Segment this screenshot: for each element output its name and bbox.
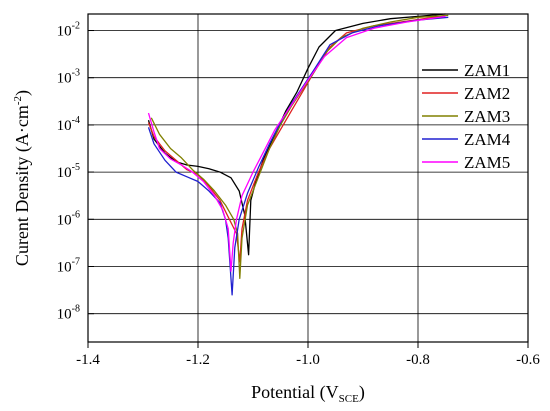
legend-label: ZAM2 (464, 84, 510, 103)
series-line-zam2 (147, 14, 446, 263)
x-tick-label: -1.2 (186, 352, 210, 368)
legend-label: ZAM3 (464, 107, 510, 126)
series-line-zam1 (147, 13, 446, 256)
series-layer (147, 13, 449, 296)
series-line-zam3 (150, 14, 449, 279)
series-line-zam5 (147, 15, 446, 272)
y-tick-label: 10-8 (57, 304, 80, 323)
y-tick-label: 10-4 (57, 115, 80, 134)
legend: ZAM1 ZAM2 ZAM3 ZAM4 ZAM5 (422, 61, 511, 172)
x-tick-label: -0.8 (406, 352, 430, 368)
y-tick-label: 10-5 (57, 162, 80, 181)
y-axis-label: Curent Density (A·cm-2) (12, 90, 33, 266)
y-tick-label: 10-2 (57, 21, 80, 40)
y-tick-label: 10-6 (57, 209, 80, 228)
y-tick-label: 10-7 (57, 256, 80, 275)
y-tick-label: 10-3 (57, 68, 80, 87)
x-tick-label: -1.4 (76, 352, 100, 368)
x-tick-label: -0.6 (516, 352, 540, 368)
x-axis-label: Potential (VSCE) (251, 382, 365, 405)
grid-lines (88, 14, 528, 342)
series-line-zam4 (147, 16, 449, 296)
legend-label: ZAM1 (464, 61, 510, 80)
legend-label: ZAM4 (464, 130, 511, 149)
x-tick-label: -1.0 (296, 352, 320, 368)
axis-ticks: -1.4 -1.2 -1.0 -0.8 -0.6 10-8 10-7 10-6 10-5 10-4… (57, 21, 541, 368)
legend-label: ZAM5 (464, 153, 510, 172)
